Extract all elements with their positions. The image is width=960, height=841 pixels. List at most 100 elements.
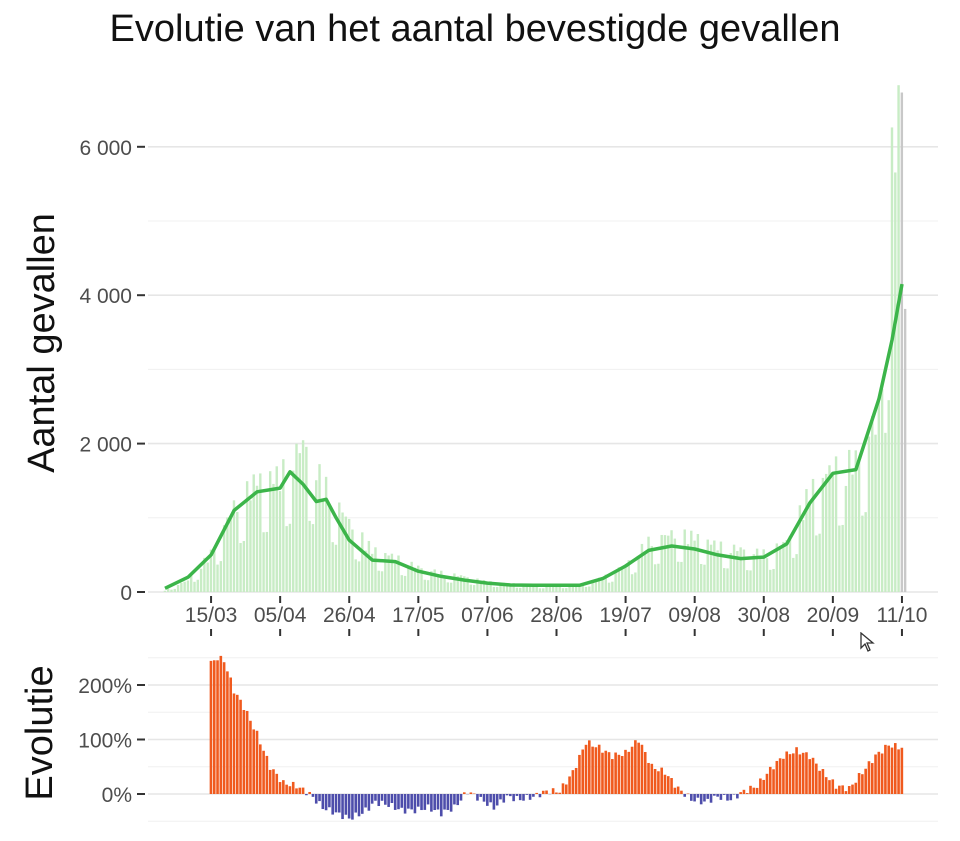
cases-bar	[308, 520, 311, 592]
cases-bar	[558, 585, 561, 592]
evolution-bar	[663, 774, 667, 794]
cases-bar	[206, 562, 209, 592]
evolution-bar	[449, 794, 453, 812]
evolution-bar	[805, 752, 808, 794]
cases-bar	[417, 565, 420, 592]
cases-bar	[173, 588, 176, 592]
evolution-bar	[361, 794, 364, 814]
cases-bar	[841, 524, 844, 592]
cases-bar	[686, 544, 690, 592]
evolution-bar	[499, 794, 502, 800]
cases-bar	[844, 485, 848, 592]
cases-bar	[426, 580, 430, 592]
cases-bar	[357, 561, 361, 592]
chart-title: Evolutie van het aantal bevestigde geval…	[109, 8, 841, 50]
cases-bar	[338, 502, 341, 592]
evolution-bar	[854, 782, 858, 794]
cases-bar	[259, 473, 262, 592]
evolution-bar	[525, 794, 529, 795]
evolution-bar	[880, 753, 884, 794]
evolution-bar	[736, 794, 739, 799]
cases-bar	[699, 564, 703, 592]
cases-bar	[242, 540, 246, 592]
cases-bar	[301, 440, 305, 592]
cases-bar	[897, 85, 900, 593]
evolution-bar	[288, 786, 292, 794]
cases-bar	[716, 550, 719, 592]
evolution-bar	[857, 773, 861, 794]
cases-bar	[591, 579, 594, 592]
cases-bar	[637, 556, 640, 592]
cases-bar	[433, 569, 436, 592]
evolution-bar	[278, 782, 282, 794]
cases-bar	[262, 532, 265, 592]
evolution-bar	[847, 786, 851, 794]
cases-bar	[413, 567, 417, 592]
evolution-bar	[308, 791, 311, 794]
evolution-bar	[581, 749, 585, 794]
cases-bar	[676, 561, 680, 592]
evolution-bar	[384, 794, 387, 805]
cases-bar	[762, 549, 765, 592]
cases-bar	[821, 477, 825, 592]
cases-bar	[617, 567, 621, 592]
cases-grid	[148, 146, 938, 593]
evolution-bar	[742, 789, 746, 794]
evolution-bar	[535, 792, 538, 794]
cases-bar	[186, 580, 190, 592]
cases-bar	[703, 564, 706, 592]
evolution-bar	[558, 792, 561, 794]
cases-x-tick-label: 15/03	[185, 604, 238, 627]
evolution-bar	[301, 787, 305, 794]
evolution-bar	[831, 779, 835, 794]
cases-bar	[199, 568, 203, 592]
evolution-bar	[719, 794, 723, 800]
evolution-bar	[732, 794, 736, 795]
cases-bar	[739, 547, 742, 592]
evolution-bar	[222, 662, 226, 794]
cases-bar	[377, 570, 380, 592]
cases-bar	[456, 576, 459, 592]
cases-bar	[400, 575, 403, 592]
cases-x-axis: 15/03 05/04 26/04 17/05 07/06 28/06 19/07 09/08…	[185, 596, 927, 636]
evolution-bar	[545, 790, 548, 794]
evolution-bar	[295, 788, 298, 794]
evolution-bar	[765, 773, 769, 794]
cases-x-tick-label: 20/09	[807, 604, 860, 627]
cases-bar	[180, 582, 183, 592]
evolution-y-tick-label: 200%	[78, 675, 132, 698]
cases-bar	[324, 476, 328, 592]
evolution-bar	[571, 770, 575, 794]
evolution-bar	[818, 770, 821, 794]
evolution-bar	[755, 787, 759, 794]
evolution-bar	[255, 730, 259, 794]
cases-bar	[545, 585, 548, 592]
evolution-bar	[775, 760, 779, 794]
evolution-bar	[505, 794, 509, 796]
cases-bar	[380, 571, 384, 592]
cases-bar	[548, 584, 552, 592]
cases-bar	[272, 483, 275, 592]
evolution-bar	[867, 761, 871, 794]
cases-bar	[792, 557, 795, 592]
evolution-bar	[574, 767, 578, 794]
cases-bar	[578, 584, 581, 592]
evolution-bar	[788, 754, 792, 794]
cases-x-tick-label: 09/08	[668, 604, 721, 627]
cases-bar	[236, 511, 239, 592]
evolution-bar	[604, 750, 608, 794]
cases-bar	[854, 450, 857, 592]
cases-bar	[795, 554, 798, 592]
evolution-bar	[762, 779, 765, 794]
evolution-bar	[578, 754, 581, 794]
evolution-bar	[778, 758, 782, 794]
cases-bar	[864, 512, 867, 592]
cases-bar	[522, 585, 525, 592]
cases-y-tick-label: 2 000	[79, 434, 132, 457]
cases-bar	[723, 568, 726, 592]
evolution-bar	[212, 660, 216, 794]
cases-bar	[693, 540, 696, 592]
evolution-bar	[341, 794, 344, 820]
evolution-bar	[808, 759, 812, 794]
cases-bar	[239, 543, 242, 592]
